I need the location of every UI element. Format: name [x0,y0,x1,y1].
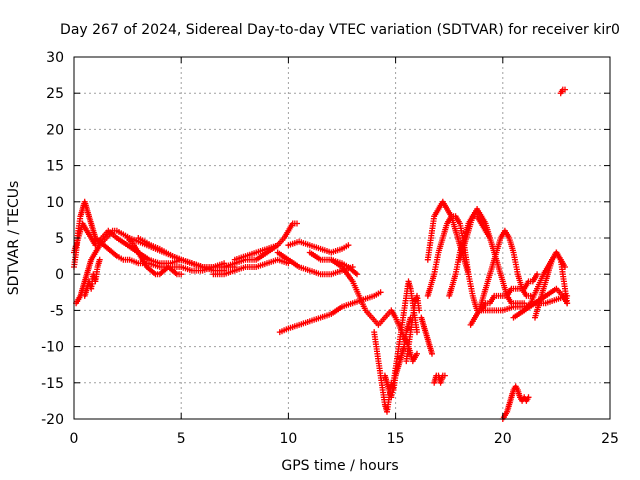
series-s13 [276,289,384,336]
data-point-marks [456,213,493,263]
series-s28 [532,249,568,321]
data-point-marks [499,383,532,422]
x-tick-labels: 0 5 10 15 20 25 [70,431,619,447]
y-tick-labels: -20 -15 -10 -5 0 5 10 15 20 25 30 [41,50,64,428]
data-point-marks [431,372,448,386]
series-s19 [431,372,448,386]
series-s16 [381,278,420,401]
data-point-marks [418,314,435,357]
series-s6 [135,235,228,274]
data-point-marks [381,278,420,401]
y-tick-label: 15 [46,159,64,175]
data-point-marks [135,235,228,274]
series-s11 [285,238,352,256]
data-point-marks [532,249,568,321]
y-tick-label: 20 [46,122,64,138]
data-point-marks [557,86,568,97]
series-s29 [499,383,532,422]
series-s24 [456,213,493,263]
series-s7 [210,256,292,278]
series-s15 [371,314,414,415]
y-tick-label: -10 [41,340,64,356]
y-tick-label: 10 [46,195,64,211]
x-tick-label: 0 [70,431,79,447]
x-tick-label: 15 [387,431,405,447]
data-point-marks [285,238,352,256]
y-tick-label: 5 [55,231,64,247]
y-tick-label: 30 [46,50,64,66]
data-point-marks [210,256,292,278]
series-s17 [403,292,423,365]
data-point-marks [403,292,423,365]
series-s23 [467,227,534,328]
x-tick-label: 5 [177,431,186,447]
series-s18 [418,314,435,357]
data-point-marks [221,220,300,270]
y-tick-label: 0 [55,267,64,283]
x-tick-label: 20 [494,431,512,447]
data-point-marks [276,289,384,336]
chart-title: Day 267 of 2024, Sidereal Day-to-day VTE… [60,22,620,38]
x-tick-label: 10 [279,431,297,447]
data-point-marks [81,256,103,299]
y-tick-label: -20 [41,412,64,428]
y-tick-label: -5 [50,303,64,319]
y-tick-label: 25 [46,86,64,102]
data-point-marks [467,227,534,328]
grid-lines [74,57,610,419]
series-s9 [231,242,281,263]
series-s30 [557,86,568,97]
x-axis-title: GPS time / hours [281,458,398,474]
y-axis-title: SDTVAR / TECUs [6,181,22,296]
series-s8 [221,220,300,270]
y-tick-label: -15 [41,376,64,392]
series-s4 [81,256,103,299]
data-point-marks [124,235,185,278]
series-s5 [124,235,185,278]
axis-ticks [73,56,611,420]
data-point-marks [231,242,281,263]
data-point-marks [371,314,414,415]
data-points [71,86,571,422]
x-tick-label: 25 [601,431,619,447]
